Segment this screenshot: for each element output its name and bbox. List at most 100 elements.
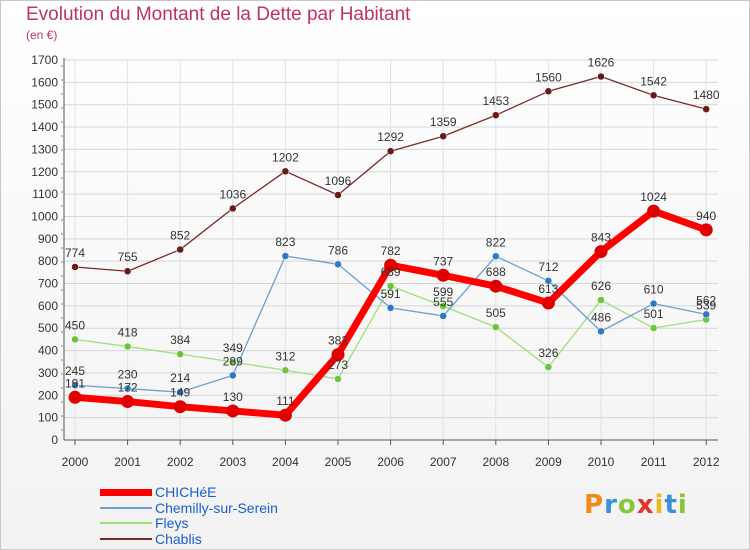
- data-label: 273: [328, 358, 348, 372]
- legend-swatch: [100, 522, 152, 524]
- proxiti-logo: Proxiti: [584, 490, 688, 520]
- legend-item: CHICHéE: [100, 484, 216, 500]
- data-point: [541, 296, 555, 310]
- data-label: 786: [328, 243, 348, 257]
- data-label: 591: [381, 287, 401, 301]
- data-point: [702, 310, 710, 319]
- data-point: [176, 350, 184, 358]
- data-point: [544, 363, 553, 371]
- data-label: 610: [644, 283, 664, 297]
- data-point: [334, 260, 342, 269]
- x-tick-label: 2001: [114, 455, 141, 469]
- data-point: [229, 358, 237, 366]
- y-tick-label: 1700: [31, 53, 58, 67]
- x-tick-label: 2011: [641, 455, 667, 469]
- data-label: 774: [65, 246, 85, 260]
- data-label: 1480: [693, 88, 720, 102]
- y-tick-label: 700: [38, 277, 58, 291]
- legend-label: CHICHéE: [155, 484, 217, 500]
- data-point: [176, 388, 184, 396]
- chart-unit: (en €): [26, 28, 58, 42]
- data-point: [699, 223, 713, 237]
- data-point: [68, 390, 82, 404]
- data-label: 782: [381, 244, 401, 258]
- data-point: [384, 258, 398, 272]
- data-point: [229, 371, 237, 380]
- data-label: 111: [276, 394, 295, 408]
- data-label: 214: [170, 371, 190, 385]
- data-label: 289: [223, 354, 243, 368]
- data-label: 1024: [640, 190, 667, 204]
- data-label: 712: [538, 260, 558, 274]
- y-tick-label: 900: [38, 232, 58, 246]
- legend-swatch: [100, 537, 152, 540]
- data-point: [492, 323, 500, 331]
- x-tick-label: 2012: [693, 455, 720, 469]
- y-tick-label: 1200: [31, 165, 58, 179]
- data-label: 1542: [640, 74, 667, 88]
- data-label: 326: [538, 346, 558, 360]
- data-label: 562: [696, 293, 716, 307]
- data-point: [173, 400, 187, 414]
- data-point: [176, 245, 184, 254]
- data-point: [597, 327, 605, 336]
- y-tick-label: 1600: [31, 75, 58, 89]
- y-tick-label: 100: [38, 411, 58, 425]
- y-tick-label: 1300: [31, 142, 58, 156]
- data-label: 599: [433, 285, 453, 299]
- data-point: [647, 204, 661, 218]
- y-tick-label: 1100: [32, 187, 58, 201]
- data-label: 1560: [535, 70, 562, 84]
- data-label: 1292: [377, 130, 404, 144]
- data-point: [229, 204, 237, 213]
- data-point: [386, 282, 395, 290]
- data-point: [386, 304, 395, 312]
- legend-item: Chemilly-sur-Serein: [100, 500, 278, 516]
- chart-title: Evolution du Montant de la Dette par Hab…: [26, 4, 411, 25]
- x-tick-label: 2000: [62, 455, 89, 469]
- data-point: [649, 324, 658, 332]
- legend-label: Chablis: [155, 530, 202, 547]
- data-label: 689: [381, 265, 401, 279]
- data-label: 191: [65, 376, 85, 390]
- data-point: [281, 167, 290, 176]
- data-label: 1036: [219, 187, 246, 201]
- data-point: [334, 375, 342, 383]
- data-point: [121, 395, 135, 409]
- data-point: [226, 404, 240, 418]
- x-tick-label: 2004: [272, 455, 299, 469]
- data-label: 755: [118, 250, 138, 264]
- legend-swatch: [100, 506, 152, 509]
- legend-item: Fleys: [100, 515, 188, 531]
- data-point: [281, 252, 290, 260]
- data-label: 1359: [430, 115, 457, 129]
- data-label: 149: [170, 386, 190, 400]
- data-label: 418: [118, 326, 138, 340]
- data-label: 230: [118, 368, 138, 382]
- data-label: 486: [591, 310, 611, 324]
- data-point: [439, 302, 447, 310]
- data-point: [492, 252, 500, 261]
- x-tick-label: 2010: [588, 455, 615, 469]
- data-label: 613: [538, 282, 558, 296]
- data-label: 505: [486, 306, 506, 320]
- x-tick-label: 2003: [219, 455, 246, 469]
- data-label: 539: [696, 299, 716, 313]
- data-point: [489, 279, 503, 293]
- y-tick-label: 1500: [31, 98, 58, 112]
- y-tick-label: 500: [38, 321, 58, 335]
- data-point: [331, 348, 345, 362]
- data-label: 382: [328, 334, 348, 348]
- data-label: 312: [275, 349, 295, 363]
- data-point: [597, 296, 605, 304]
- data-point: [123, 342, 132, 351]
- y-tick-label: 400: [38, 344, 58, 358]
- data-label: 688: [486, 265, 506, 279]
- x-tick-label: 2008: [482, 455, 509, 469]
- data-label: 940: [696, 209, 716, 223]
- data-point: [278, 408, 292, 422]
- data-point: [436, 268, 450, 282]
- data-point: [594, 245, 608, 259]
